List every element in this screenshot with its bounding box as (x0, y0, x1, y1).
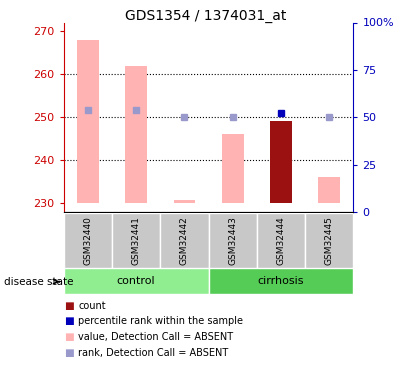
Text: value, Detection Call = ABSENT: value, Detection Call = ABSENT (78, 332, 233, 342)
Bar (222, 134, 244, 203)
Text: ■: ■ (64, 332, 74, 342)
Text: GSM32443: GSM32443 (228, 216, 237, 265)
Bar (305, 213, 353, 268)
Text: GSM32441: GSM32441 (132, 216, 141, 265)
Bar (209, 213, 257, 268)
Bar (270, 200, 292, 203)
Bar (112, 213, 160, 268)
Text: percentile rank within the sample: percentile rank within the sample (78, 316, 243, 326)
Text: ■: ■ (64, 316, 74, 326)
Bar (64, 268, 208, 294)
Bar (257, 213, 305, 268)
Text: GSM32444: GSM32444 (277, 216, 286, 265)
Text: count: count (78, 301, 106, 310)
Text: control: control (117, 276, 155, 286)
Text: rank, Detection Call = ABSENT: rank, Detection Call = ABSENT (78, 348, 229, 358)
Bar (125, 66, 147, 203)
Text: ■: ■ (64, 301, 74, 310)
Text: cirrhosis: cirrhosis (258, 276, 304, 286)
Bar (209, 268, 353, 294)
Text: disease state: disease state (4, 277, 74, 287)
Bar (77, 40, 99, 203)
Text: GSM32442: GSM32442 (180, 216, 189, 265)
Bar (319, 177, 340, 203)
Text: GSM32445: GSM32445 (325, 216, 334, 265)
Text: ■: ■ (64, 348, 74, 358)
Bar (160, 213, 209, 268)
Bar (64, 213, 112, 268)
Bar (173, 200, 195, 203)
Bar (270, 122, 292, 203)
Text: GDS1354 / 1374031_at: GDS1354 / 1374031_at (125, 9, 286, 23)
Text: GSM32440: GSM32440 (83, 216, 92, 265)
